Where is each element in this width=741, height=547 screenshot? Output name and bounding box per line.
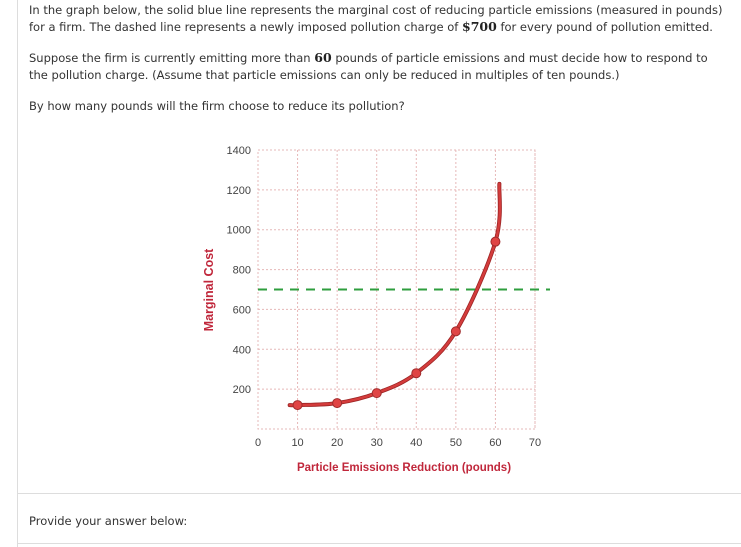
x-tick-label: 0 [255,437,261,449]
data-point [411,368,422,379]
charge-amount: $700 [462,18,497,34]
answer-panel [17,494,741,547]
emission-amount: 60 [314,50,332,65]
divider [18,543,741,544]
data-point [450,326,461,337]
x-axis-label: Particle Emissions Reduction (pounds) [297,462,511,474]
y-tick-label: 1000 [227,225,251,237]
data-point [332,398,343,409]
chart-ticks: 0 10 20 30 40 50 60 70 200 400 600 800 1000 1200 1400 [227,145,542,449]
y-tick-label: 200 [233,384,251,396]
x-tick-label: 40 [410,437,422,449]
marginal-cost-chart: 0 10 20 30 40 50 60 70200400600800100012001400 … [202,145,550,474]
x-tick-label: 60 [489,437,501,449]
question-panel [17,0,741,494]
data-point [490,236,501,247]
marginal-cost-curve-shadow [287,181,502,408]
answer-prompt: Provide your answer below: [29,514,188,528]
x-tick-label: 10 [291,437,303,449]
marginal-cost-curve [288,182,502,407]
data-point [292,400,303,411]
x-tick-label: 30 [371,437,383,449]
question-intro: In the graph below, the solid blue line … [29,3,723,34]
y-tick-label: 800 [233,265,251,277]
x-tick-label: 50 [450,437,462,449]
y-tick-label: 1200 [227,185,251,197]
question-scenario: Suppose the firm is currently emitting m… [29,50,708,82]
y-tick-label: 400 [233,344,251,356]
x-tick-label: 20 [331,437,343,449]
chart-series [258,181,550,411]
y-axis-label: Marginal Cost [202,248,216,331]
y-tick-label: 600 [233,304,251,316]
x-tick-label: 70 [529,437,541,449]
question-ask: By how many pounds will the firm choose … [29,99,405,113]
y-tick-label: 1400 [227,145,251,157]
data-point [371,388,382,399]
